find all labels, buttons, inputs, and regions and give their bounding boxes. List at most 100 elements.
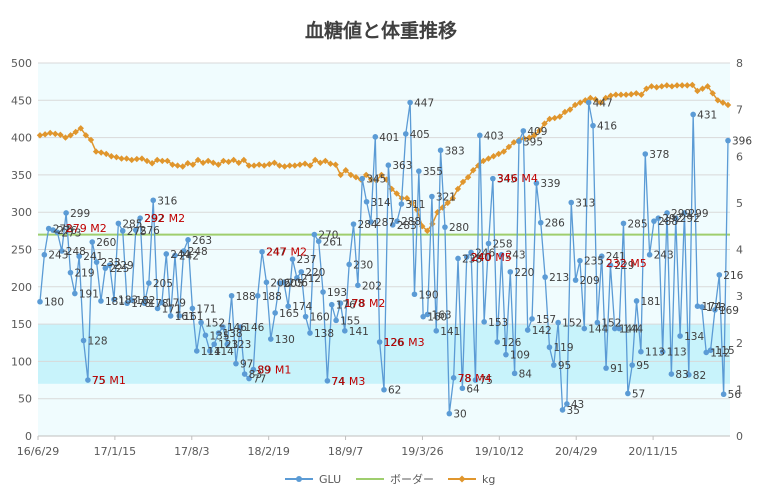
glu-data-label: 141 <box>349 326 369 338</box>
glu-data-label: 113 <box>667 347 687 359</box>
glu-point <box>411 291 418 298</box>
glu-data-label: 241 <box>606 251 626 263</box>
glu-point <box>89 239 96 245</box>
glu-data-label: 246 <box>475 247 495 259</box>
kg-point <box>424 227 431 235</box>
glu-data-label: 263 <box>192 235 212 247</box>
kg-point <box>281 163 288 170</box>
glu-data-label: 285 <box>122 218 142 230</box>
glu-data-label: 288 <box>401 216 421 228</box>
glu-data-label: 316 <box>157 195 177 207</box>
glu-data-label: 447 <box>593 98 613 110</box>
glu-point <box>542 274 548 280</box>
glu-point <box>651 218 657 224</box>
glu-point <box>228 292 235 299</box>
kg-point <box>128 156 135 164</box>
y-right-tick-label: 0 <box>736 430 743 443</box>
kg-point <box>633 90 640 97</box>
glu-point <box>398 201 405 207</box>
kg-point <box>464 174 472 181</box>
glu-point <box>677 333 683 339</box>
kg-point <box>291 162 299 169</box>
glu-point <box>298 269 305 275</box>
glu-data-label: 141 <box>440 326 460 338</box>
x-tick-label: 19/3/26 <box>401 445 443 458</box>
glu-data-label: 144 <box>588 324 608 336</box>
kg-point <box>673 82 681 89</box>
glu-point <box>720 391 727 398</box>
kg-point <box>204 157 212 165</box>
glu-point <box>646 251 653 258</box>
kg-point <box>87 136 95 144</box>
glu-data-label: 395 <box>523 136 543 148</box>
glu-data-label: 275 <box>127 226 147 238</box>
glu-point <box>516 138 522 145</box>
glu-point <box>485 240 492 247</box>
kg-point <box>52 130 59 138</box>
kg-point <box>220 157 227 165</box>
y-left-tick-label: 150 <box>11 318 32 331</box>
glu-data-label: 144 <box>619 324 639 336</box>
chart-title: 血糖値と体重推移 <box>305 19 457 42</box>
glu-point <box>420 313 426 320</box>
glu-point <box>342 328 348 334</box>
kg-point <box>485 155 492 162</box>
glu-point <box>690 111 696 118</box>
y-left-tick-label: 500 <box>11 57 32 70</box>
glu-data-label: 163 <box>432 309 452 321</box>
kg-point <box>495 150 502 158</box>
glu-point <box>368 219 374 225</box>
glu-point <box>555 319 561 326</box>
kg-point <box>724 101 732 109</box>
glu-point <box>254 292 261 299</box>
glu-data-label: 89 <box>257 365 270 377</box>
glu-data-label: 91 <box>610 363 623 375</box>
kg-point <box>72 128 79 136</box>
legend-label: GLU <box>319 473 341 486</box>
kg-point <box>510 139 518 146</box>
x-tick-label: 18/9/7 <box>328 445 363 458</box>
glu-data-label: 299 <box>688 208 708 220</box>
glu-data-label: 230 <box>353 259 373 271</box>
glu-data-label: 202 <box>362 280 382 292</box>
kg-point <box>148 160 156 167</box>
glu-point <box>625 390 631 397</box>
glu-data-label: 160 <box>310 312 330 324</box>
glu-data-label: 176 <box>336 300 356 312</box>
kg-point <box>332 161 339 168</box>
glu-data-label: 146 <box>244 322 264 334</box>
glu-point <box>507 269 514 275</box>
glu-data-label: 188 <box>236 291 256 303</box>
glu-point <box>311 231 318 238</box>
kg-point <box>459 178 467 186</box>
glu-point <box>50 227 56 233</box>
glu-point <box>524 327 531 333</box>
glu-point <box>446 410 453 417</box>
glu-point <box>712 307 718 313</box>
glu-data-label: 114 <box>214 346 234 358</box>
glu-point <box>616 325 622 332</box>
kg-point <box>123 155 130 162</box>
glu-data-label: 83 <box>675 369 688 381</box>
glu-data-label: 123 <box>231 339 251 351</box>
kg-point <box>306 162 314 169</box>
kg-point <box>210 159 217 166</box>
glu-data-label: 173 <box>706 302 726 314</box>
glu-point <box>642 151 649 157</box>
glu-point <box>211 341 217 348</box>
glu-point <box>176 313 183 319</box>
glu-point <box>416 168 422 174</box>
glu-point <box>346 261 352 268</box>
kg-point <box>678 82 686 89</box>
glu-point <box>45 225 52 232</box>
glu-point <box>355 282 361 289</box>
glu-point <box>320 289 326 295</box>
kg-point <box>36 132 44 139</box>
glu-point <box>281 279 287 286</box>
glu-point <box>520 128 527 134</box>
glu-point <box>259 248 265 255</box>
glu-data-label: 191 <box>79 289 99 301</box>
glu-data-label: 219 <box>74 268 94 280</box>
